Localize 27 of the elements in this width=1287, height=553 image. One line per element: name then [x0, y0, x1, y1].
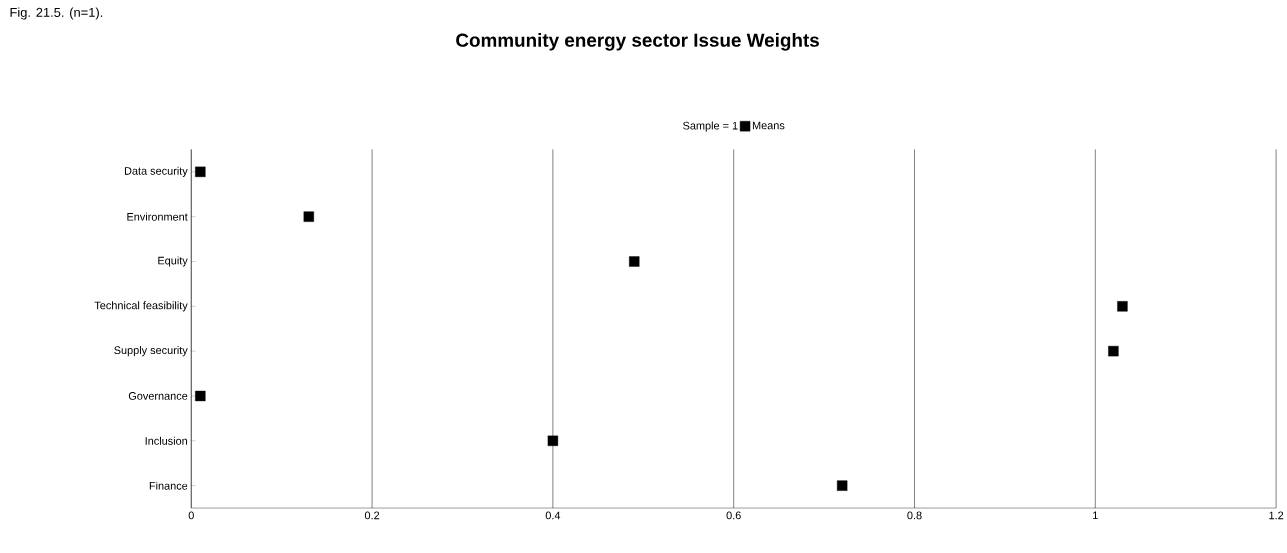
x-tick-label: 0.4 — [545, 511, 561, 520]
x-tick-label: 0.2 — [364, 511, 380, 520]
point — [837, 480, 848, 491]
y-tick-label: Data security — [124, 166, 188, 177]
point — [629, 256, 640, 267]
caption: Fig. 21.5. (n=1). — [10, 7, 103, 20]
point — [195, 390, 206, 402]
legend-label: Means — [752, 121, 785, 130]
chart-title: Community energy sector Issue Weights — [456, 33, 819, 51]
y-tick-label: Finance — [149, 481, 188, 490]
y-tick-label: Inclusion — [145, 436, 188, 445]
x-tick-label: 1.2 — [1269, 511, 1284, 520]
x-tick-label: 1 — [1093, 511, 1098, 520]
y-tick-label: Governance — [128, 392, 188, 400]
point — [547, 435, 559, 447]
x-tick-label: 0.6 — [726, 511, 741, 520]
y-tick-label: Technical feasibility — [94, 301, 188, 312]
point — [195, 166, 206, 178]
y-tick-label: Environment — [127, 212, 188, 221]
point — [1117, 301, 1128, 312]
y-tick-label: Equity — [158, 256, 188, 267]
point — [303, 211, 314, 222]
x-tick-label: 0.8 — [907, 511, 922, 520]
point — [1108, 346, 1119, 357]
legend-title: Sample = 1 — [683, 121, 738, 132]
y-tick-label: Supply security — [114, 346, 188, 357]
x-tick-label: 0 — [188, 511, 194, 520]
